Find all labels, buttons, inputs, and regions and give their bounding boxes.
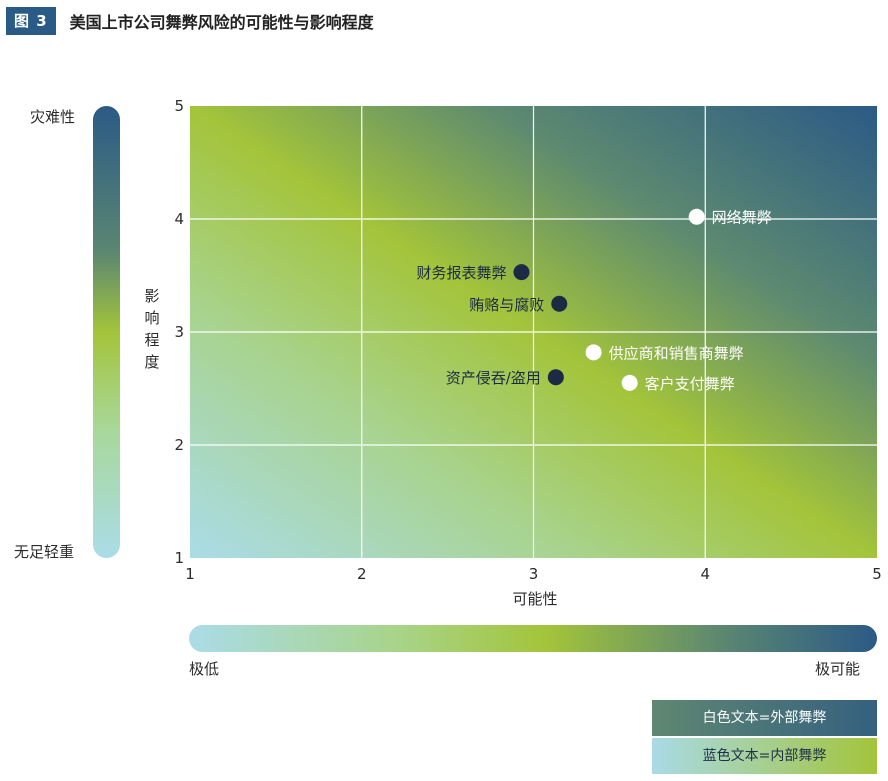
x-tick-label: 2	[357, 565, 367, 583]
x-axis-label: 可能性	[512, 590, 558, 608]
data-point-internal	[513, 264, 530, 281]
data-point-label: 贿赂与腐败	[469, 296, 544, 314]
impact-scale-top-label: 灾难性	[30, 108, 76, 126]
data-point-external	[585, 344, 602, 361]
data-point-label: 客户支付舞弊	[645, 375, 735, 393]
x-tick-label: 5	[872, 565, 882, 583]
data-point-label: 资产侵吞/盗用	[446, 369, 541, 387]
impact-scale-bottom-label: 无足轻重	[14, 543, 75, 561]
y-tick-label: 1	[174, 549, 184, 567]
figure-title: 美国上市公司舞弊风险的可能性与影响程度	[69, 13, 374, 32]
y-axis-label: 影响程度	[144, 287, 160, 371]
scatter-chart: 1 2 3 4 5 1 2 3 4 5 网络舞弊财务报表舞弊贿赂与腐败供应商和销售商舞弊客户支付舞…	[174, 97, 882, 583]
data-point-label: 网络舞弊	[712, 209, 772, 227]
data-point-external	[621, 374, 638, 391]
legend-external: 白色文本=外部舞弊	[652, 700, 877, 736]
y-tick-label: 5	[174, 97, 184, 115]
data-point-label: 供应商和销售商舞弊	[609, 344, 744, 362]
y-tick-label: 3	[174, 323, 184, 341]
data-point-internal	[547, 369, 564, 386]
x-tick-label: 1	[185, 565, 195, 583]
data-point-external	[688, 208, 705, 225]
likelihood-gradient-bar	[189, 625, 877, 652]
impact-gradient-bar	[93, 106, 120, 558]
x-tick-label: 3	[529, 565, 539, 583]
y-tick-label: 4	[174, 210, 184, 228]
y-tick-label: 2	[174, 436, 184, 454]
data-point-label: 财务报表舞弊	[416, 264, 506, 282]
likelihood-scale-right-label: 极可能	[815, 660, 861, 678]
figure-header: 图 3 美国上市公司舞弊风险的可能性与影响程度	[6, 6, 374, 36]
likelihood-scale-left-label: 极低	[189, 660, 220, 678]
data-point-internal	[551, 295, 568, 312]
legend-internal: 蓝色文本=内部舞弊	[652, 738, 877, 774]
figure-badge: 图 3	[6, 7, 56, 35]
x-tick-label: 4	[700, 565, 710, 583]
